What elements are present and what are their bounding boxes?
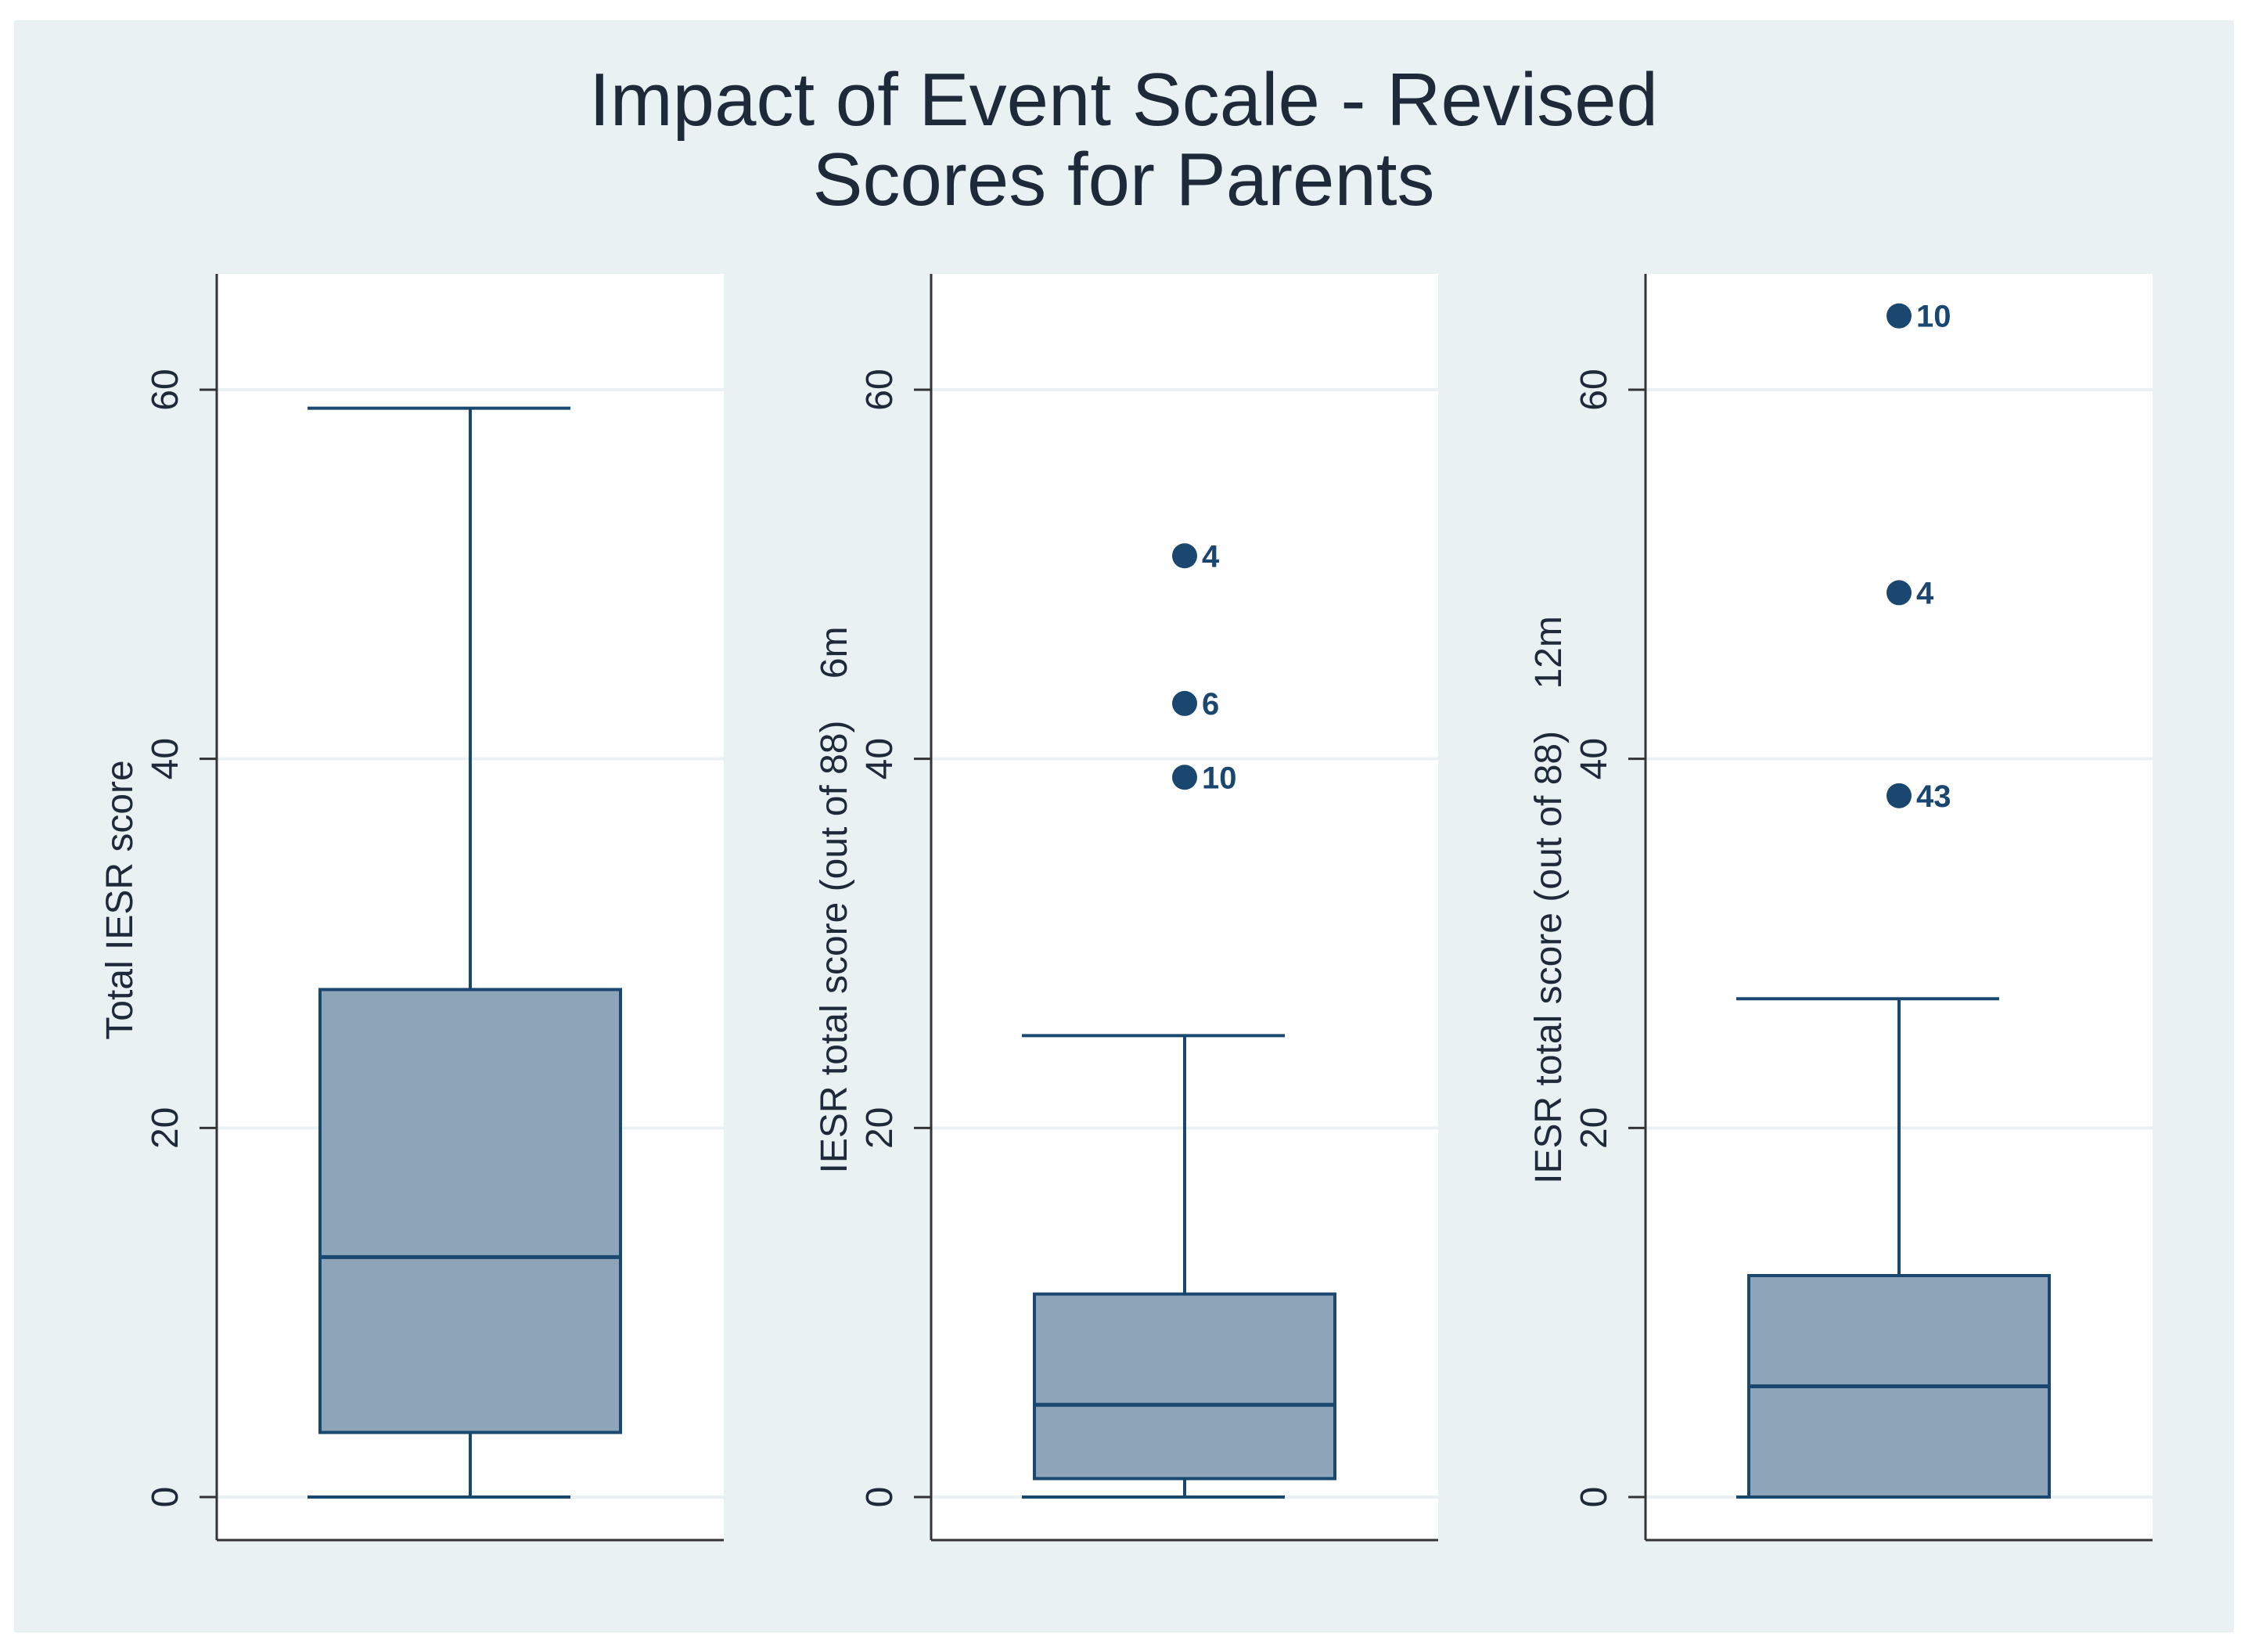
chart-title-line-1: Impact of Event Scale - Revised (589, 58, 1658, 142)
outlier-label: 4 (1916, 576, 1934, 610)
y-tick-label-20: 20 (1574, 1107, 1615, 1149)
outlier-point (1887, 580, 1912, 606)
y-tick-label-60: 60 (1574, 369, 1615, 410)
y-axis-label: Total IESR score (99, 760, 141, 1039)
iqr-box (1033, 1292, 1336, 1481)
y-tick-label-40: 40 (859, 738, 901, 779)
y-tick-label-40: 40 (1574, 738, 1615, 779)
chart-title-line-2: Scores for Parents (813, 138, 1435, 221)
outlier-point (1172, 543, 1197, 569)
outlier-label: 43 (1916, 779, 1951, 814)
y-tick-label-60: 60 (859, 369, 901, 410)
y-tick-label-20: 20 (859, 1107, 901, 1149)
y-axis-label: IESR total score (out of 88) 6m (814, 627, 855, 1174)
outlier-point (1887, 783, 1912, 808)
outlier-point (1172, 765, 1197, 790)
y-tick-label-0: 0 (859, 1487, 901, 1508)
outlier-label: 10 (1916, 300, 1951, 334)
y-axis-label: IESR total score (out of 88) 12m (1528, 616, 1570, 1184)
boxplot-panel-2: 0 20 40 60 IESR total score (out of 88) 6m 4 6… (814, 274, 1438, 1542)
y-tick-label-40: 40 (145, 738, 186, 779)
outlier-point (1887, 303, 1912, 329)
outlier-label: 4 (1202, 539, 1220, 574)
outlier-label: 6 (1202, 687, 1219, 722)
outlier-label: 10 (1202, 761, 1237, 795)
y-tick-label-20: 20 (145, 1107, 186, 1149)
y-tick-label-60: 60 (145, 369, 186, 410)
y-tick-label-0: 0 (145, 1487, 186, 1508)
y-tick-label-0: 0 (1574, 1487, 1615, 1508)
iqr-box (318, 988, 622, 1434)
outlier-point (1172, 690, 1197, 716)
boxplot-panel-1: 0 20 40 60 Total IESR score (99, 274, 724, 1542)
boxplot-panel-3: 0 20 40 60 IESR total score (out of 88) 12m 1… (1528, 274, 2153, 1542)
